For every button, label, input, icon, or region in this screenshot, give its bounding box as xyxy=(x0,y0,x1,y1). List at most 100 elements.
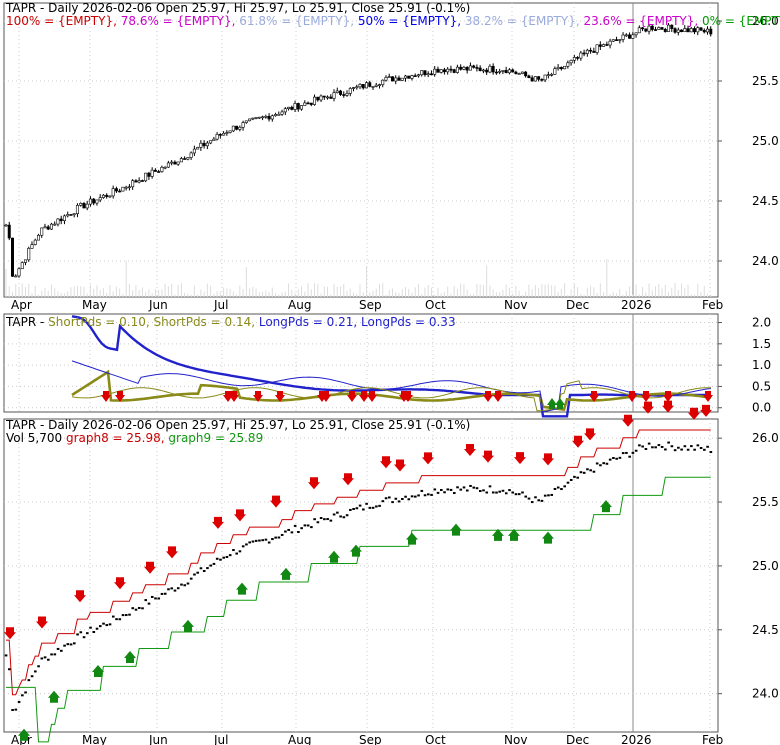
sell-arrow xyxy=(342,473,354,486)
candle-body xyxy=(478,67,482,71)
step-bar xyxy=(569,478,573,481)
candle-body xyxy=(228,130,232,133)
candle-body xyxy=(413,75,417,77)
candle-body xyxy=(488,65,492,73)
candle-body xyxy=(442,69,446,73)
candle-body xyxy=(82,203,86,209)
candle-body xyxy=(33,239,37,245)
step-bar xyxy=(582,471,586,474)
indicator-sell-arrow xyxy=(115,391,125,402)
step-bar xyxy=(511,491,515,494)
step-bar xyxy=(160,592,164,595)
candle-body xyxy=(660,27,664,30)
candle-body xyxy=(153,169,157,172)
candle-body xyxy=(403,75,407,79)
indicator-sell-arrow xyxy=(321,391,331,402)
candle-body xyxy=(624,34,628,37)
candle-body xyxy=(657,27,661,30)
step-bar xyxy=(11,708,14,711)
step-bar xyxy=(576,476,579,479)
sell-arrow xyxy=(36,616,48,629)
step-bar xyxy=(124,614,128,617)
candle-body xyxy=(261,116,265,119)
candle-body xyxy=(485,69,489,73)
step-bar xyxy=(310,526,313,529)
candle-body xyxy=(205,142,209,147)
candle-body xyxy=(98,197,102,201)
candle-body xyxy=(124,186,128,189)
candle-body xyxy=(650,25,654,30)
step-bar xyxy=(472,486,476,489)
step-bar xyxy=(212,562,216,565)
step-bar xyxy=(313,518,316,521)
step-bar xyxy=(303,524,307,527)
candle-body xyxy=(209,140,213,144)
candle-body xyxy=(374,84,378,87)
buy-arrow xyxy=(236,582,248,595)
candle-body xyxy=(49,223,53,230)
candle-body xyxy=(108,195,112,198)
y-tick-label: 24.5 xyxy=(752,623,779,637)
buy-arrow xyxy=(350,544,362,557)
sell-arrow xyxy=(700,404,712,417)
candle-body xyxy=(287,106,291,110)
candle-body xyxy=(426,73,430,76)
step-bar xyxy=(17,700,21,703)
step-bar xyxy=(566,481,570,484)
step-bar xyxy=(439,489,443,492)
step-bar xyxy=(641,445,644,448)
candle-body xyxy=(241,122,245,128)
indicator-sell-arrow xyxy=(589,391,599,402)
candle-body xyxy=(274,114,278,117)
candle-body xyxy=(589,49,593,52)
step-bar xyxy=(316,521,320,524)
step-bar xyxy=(504,492,508,495)
x-tick-label: May xyxy=(82,733,107,745)
candle-body xyxy=(410,75,414,79)
candle-body xyxy=(611,39,615,42)
candle-body xyxy=(663,28,667,32)
candle-body xyxy=(85,203,89,209)
step-bar xyxy=(498,490,502,493)
step-bar xyxy=(433,488,437,491)
step-bar xyxy=(657,444,661,447)
indicator-sell-arrow xyxy=(359,391,369,402)
volume-label: Vol 5,700 xyxy=(6,431,63,445)
candle-body xyxy=(157,171,161,173)
candle-body xyxy=(10,237,14,277)
candle-body xyxy=(699,27,703,31)
x-tick-label: May xyxy=(82,298,107,312)
candle-body xyxy=(377,84,381,86)
buy-arrow xyxy=(328,550,340,563)
fib-legend: 100% = {EMPTY}, 78.6% = {EMPTY}, 61.8% =… xyxy=(6,14,780,28)
step-bar xyxy=(141,607,144,610)
stop-panel-legend: Vol 5,700 graph8 = 25.98, graph9 = 25.89 xyxy=(6,431,263,445)
candle-body xyxy=(446,68,450,73)
step-bar xyxy=(690,445,693,448)
step-bar xyxy=(634,449,638,452)
buy-arrow xyxy=(508,528,520,541)
step-bar xyxy=(517,493,521,496)
step-bar xyxy=(85,632,89,635)
step-bar xyxy=(228,554,232,557)
step-bar xyxy=(60,649,63,652)
candle-body xyxy=(192,148,196,154)
fib-legend-item: 38.2% = {EMPTY}, xyxy=(464,14,584,28)
sell-arrow xyxy=(514,452,526,465)
candle-body xyxy=(670,24,674,29)
sell-arrow xyxy=(270,495,282,508)
step-bar xyxy=(595,462,599,465)
x-tick-label: Jun xyxy=(148,298,168,312)
buy-arrow xyxy=(542,531,554,544)
step-bar xyxy=(342,516,346,519)
candle-body xyxy=(23,259,27,263)
step-bar xyxy=(401,497,404,500)
candle-body xyxy=(368,82,372,87)
buy-arrow xyxy=(182,619,194,632)
indicator-legend-item: ShortPds = 0.10, xyxy=(48,315,154,329)
step-bar xyxy=(410,495,414,498)
indicator-prefix: TAPR - xyxy=(6,315,45,329)
x-tick-label: Nov xyxy=(504,733,527,745)
y-tick-label: 2.0 xyxy=(752,316,771,330)
